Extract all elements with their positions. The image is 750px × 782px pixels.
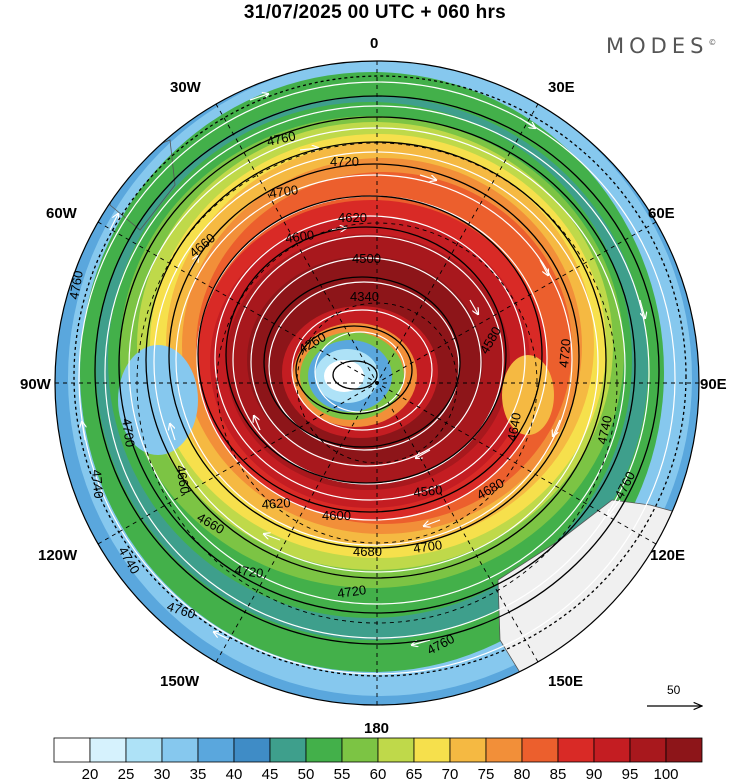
contour-label: 4620: [338, 210, 367, 225]
colorbar-swatch: [665, 737, 703, 763]
brand-name: MODES: [606, 34, 709, 58]
graticule: [55, 61, 699, 705]
contour-label: 4620: [261, 495, 291, 512]
colorbar: 20 25 30 35 40 45 50 55 60 65 70 75 80 85 90 95 100: [53, 737, 703, 782]
colorbar-swatch: [557, 737, 595, 763]
lon-label-60w: 60W: [46, 205, 78, 222]
colorbar-swatch: [53, 737, 91, 763]
colorbar-swatch: [593, 737, 631, 763]
lon-label-60e: 60E: [648, 205, 675, 222]
contour-label: 4600: [284, 227, 315, 246]
contour-label: 4500: [352, 251, 381, 266]
lon-label-90w: 90W: [20, 376, 52, 393]
brand-mark: ©: [708, 38, 717, 47]
contour-label: 4740: [89, 469, 106, 499]
contour-label: 4560: [413, 482, 443, 500]
brand-logo: MODES©: [606, 34, 716, 58]
colorbar-swatch: [269, 737, 307, 763]
colorbar-label: 35: [190, 766, 207, 782]
colorbar-swatch: [377, 737, 415, 763]
colorbar-swatch: [305, 737, 343, 763]
colorbar-swatch: [125, 737, 163, 763]
contour-label: 4680: [353, 544, 382, 559]
colorbar-swatch: [485, 737, 523, 763]
lon-label-180: 180: [364, 720, 389, 737]
wind-arrows: [82, 94, 645, 645]
colorbar-label: 20: [82, 766, 99, 782]
colorbar-swatch: [521, 737, 559, 763]
colorbar-swatch: [161, 737, 199, 763]
colorbar-label: 80: [514, 766, 531, 782]
colorbar-swatch: [449, 737, 487, 763]
lon-label-0: 0: [370, 35, 378, 52]
wind-streamlines: [78, 81, 676, 675]
colorbar-label: 85: [550, 766, 567, 782]
colorbar-label: 40: [226, 766, 243, 782]
lon-label-120e: 120E: [650, 547, 685, 564]
colorbar-swatch: [89, 737, 127, 763]
colorbar-label: 100: [653, 766, 678, 782]
vector-reference-value: 50: [667, 683, 681, 697]
contour-label: 4340: [350, 289, 379, 304]
colorbar-label: 50: [298, 766, 315, 782]
contour-label: 4700: [268, 182, 299, 201]
colorbar-label: 75: [478, 766, 495, 782]
contour-label: 4660: [173, 464, 193, 495]
colorbar-swatch: [413, 737, 451, 763]
colorbar-swatch: [629, 737, 667, 763]
contour-label: 4720: [556, 338, 573, 368]
lon-label-30e: 30E: [548, 79, 575, 96]
contour-label: 4760: [266, 128, 297, 149]
map-title: 31/07/2025 00 UTC + 060 hrs: [243, 2, 507, 23]
contour-label: 4720: [234, 562, 265, 581]
lon-label-120w: 120W: [38, 547, 78, 564]
vector-reference: 50: [647, 683, 702, 706]
contour-label: 4640: [504, 411, 524, 442]
contour-label: 4720: [330, 154, 359, 169]
lon-label-90e: 90E: [700, 376, 727, 393]
colorbar-label: 60: [370, 766, 387, 782]
contour-label: 4700: [412, 537, 443, 556]
colorbar-swatch: [233, 737, 271, 763]
contour-label: 4720: [336, 582, 367, 601]
contour-label: 4740: [594, 414, 615, 445]
colorbar-label: 65: [406, 766, 423, 782]
colorbar-label: 90: [586, 766, 603, 782]
colorbar-label: 25: [118, 766, 135, 782]
colorbar-label: 45: [262, 766, 279, 782]
colorbar-label: 70: [442, 766, 459, 782]
contour-label: 4760: [66, 269, 86, 300]
longitude-labels: 0 30E 60E 90E 120E 150E 180 150W 120W 90W 60W 30W: [20, 35, 727, 737]
lon-label-150w: 150W: [160, 673, 200, 690]
contour-label: 4600: [322, 508, 351, 523]
map-boundary: [54, 60, 700, 706]
colorbar-label: 95: [622, 766, 639, 782]
colorbar-label: 30: [154, 766, 171, 782]
colorbar-swatch: [341, 737, 379, 763]
colorbar-swatch: [197, 737, 235, 763]
contour-label: 4700: [119, 417, 138, 448]
lon-label-150e: 150E: [548, 673, 583, 690]
lon-label-30w: 30W: [170, 79, 202, 96]
colorbar-label: 55: [334, 766, 351, 782]
